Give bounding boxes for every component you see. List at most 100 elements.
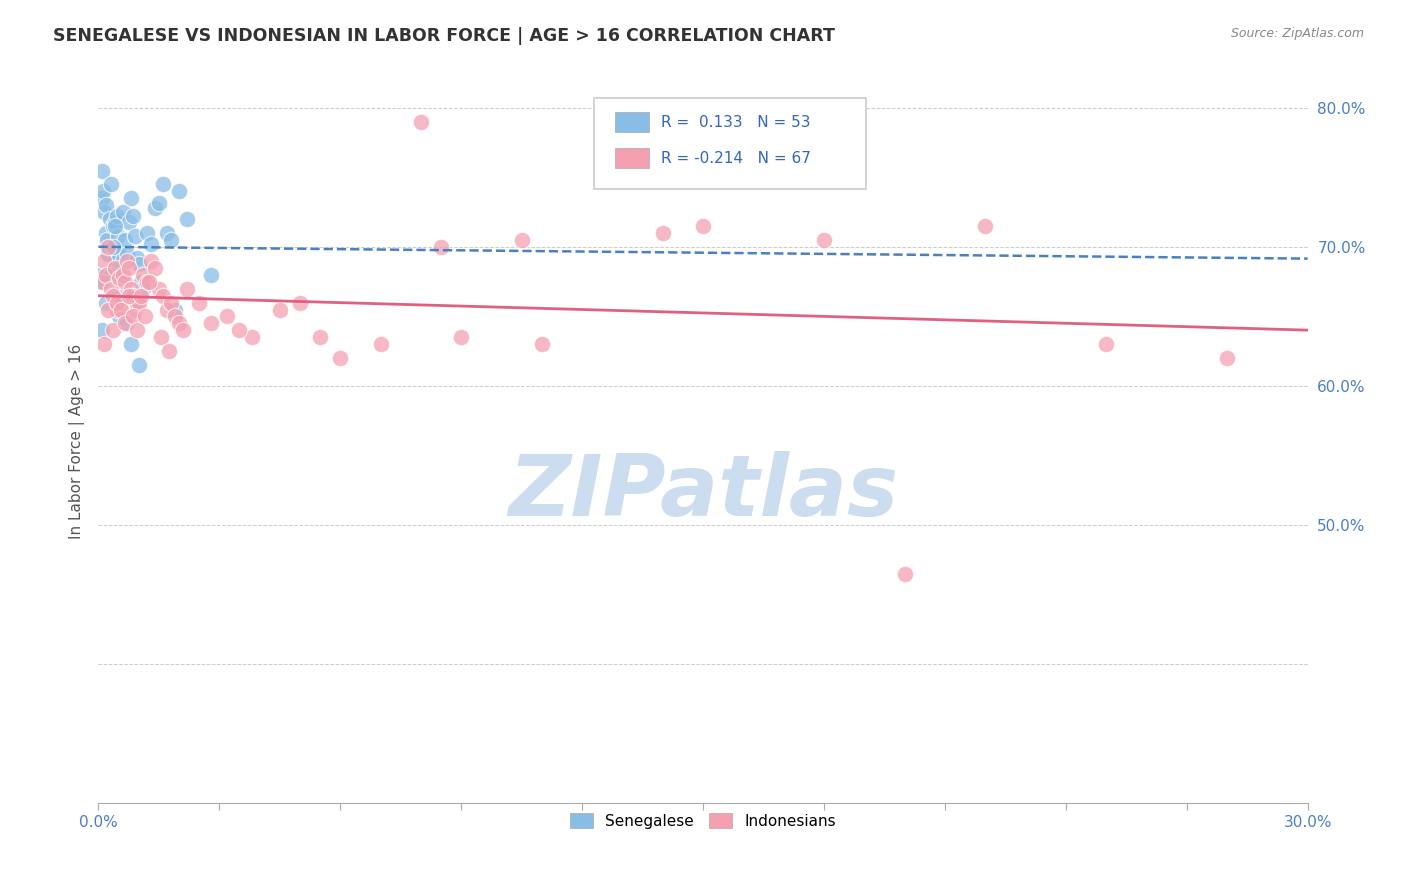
Point (200, 268, 222, 282)
Point (91, 275, 114, 289)
Point (200, 317, 222, 331)
Text: Source: ZipAtlas.com: Source: ZipAtlas.com (1230, 27, 1364, 40)
Point (118, 288, 141, 302)
Point (176, 282, 198, 296)
Point (91, 323, 114, 337)
Point (167, 185, 190, 199)
Point (97, 247, 120, 261)
Point (156, 302, 179, 317)
Point (105, 210, 128, 224)
Point (125, 323, 148, 337)
Point (160, 233, 183, 247)
Point (91, 163, 114, 178)
Point (111, 268, 134, 282)
Point (167, 317, 190, 331)
Point (118, 260, 141, 275)
Point (121, 310, 143, 324)
Text: R =  0.133   N = 53: R = 0.133 N = 53 (661, 115, 810, 129)
Point (97, 302, 120, 317)
Point (120, 282, 142, 296)
Point (450, 330, 472, 344)
Point (135, 275, 157, 289)
Text: SENEGALESE VS INDONESIAN IN LABOR FORCE | AGE > 16 CORRELATION CHART: SENEGALESE VS INDONESIAN IN LABOR FORCE … (53, 27, 835, 45)
Point (96, 198, 118, 212)
Point (510, 233, 533, 247)
Point (138, 275, 160, 289)
Point (692, 219, 714, 234)
Text: ZIPatlas: ZIPatlas (508, 450, 898, 533)
Point (148, 195, 170, 210)
Point (103, 253, 125, 268)
Point (149, 330, 172, 344)
Point (115, 317, 138, 331)
Point (115, 247, 138, 261)
Point (134, 310, 156, 324)
Y-axis label: In Labor Force | Age > 16: In Labor Force | Age > 16 (69, 344, 84, 539)
Point (139, 253, 162, 268)
Point (103, 240, 125, 254)
Point (813, 233, 835, 247)
Point (530, 337, 553, 351)
Point (114, 275, 136, 289)
Point (188, 295, 211, 310)
Point (309, 330, 332, 344)
Point (97, 247, 120, 261)
Point (110, 302, 132, 317)
Point (100, 282, 122, 296)
Point (132, 268, 155, 282)
Point (139, 237, 162, 252)
Point (107, 310, 129, 324)
Point (124, 302, 146, 317)
Point (105, 302, 128, 317)
Point (240, 330, 263, 344)
Point (128, 358, 150, 372)
Point (160, 295, 183, 310)
Point (93, 337, 115, 351)
Point (228, 323, 250, 337)
Point (114, 233, 136, 247)
Point (118, 215, 141, 229)
Bar (614, 112, 648, 132)
Point (129, 275, 152, 289)
Point (107, 270, 129, 285)
Text: R = -0.214   N = 67: R = -0.214 N = 67 (661, 151, 810, 166)
Point (114, 317, 136, 331)
Point (96, 233, 118, 247)
Point (128, 257, 150, 271)
Point (97, 240, 120, 254)
Point (157, 344, 180, 359)
Point (128, 295, 150, 310)
Point (143, 260, 166, 275)
Point (172, 323, 194, 337)
Point (96, 295, 118, 310)
Point (111, 288, 134, 302)
Point (269, 302, 291, 317)
Point (156, 226, 179, 240)
Point (152, 288, 174, 302)
Point (107, 228, 129, 243)
Point (101, 219, 124, 234)
Point (103, 219, 125, 234)
Point (91, 185, 114, 199)
Point (148, 282, 170, 296)
Point (93, 205, 115, 219)
Point (110, 295, 132, 310)
Point (135, 226, 157, 240)
Point (111, 205, 134, 219)
Point (163, 302, 186, 317)
Point (101, 288, 124, 302)
Point (152, 178, 174, 192)
Point (101, 323, 124, 337)
Point (1095, 337, 1118, 351)
Point (120, 191, 142, 205)
Point (893, 566, 915, 581)
Point (105, 295, 128, 310)
Point (176, 212, 198, 227)
Point (409, 115, 432, 129)
Point (101, 240, 124, 254)
Point (129, 288, 152, 302)
Bar (614, 148, 648, 169)
Point (370, 337, 392, 351)
Point (143, 201, 166, 215)
Point (93, 253, 115, 268)
